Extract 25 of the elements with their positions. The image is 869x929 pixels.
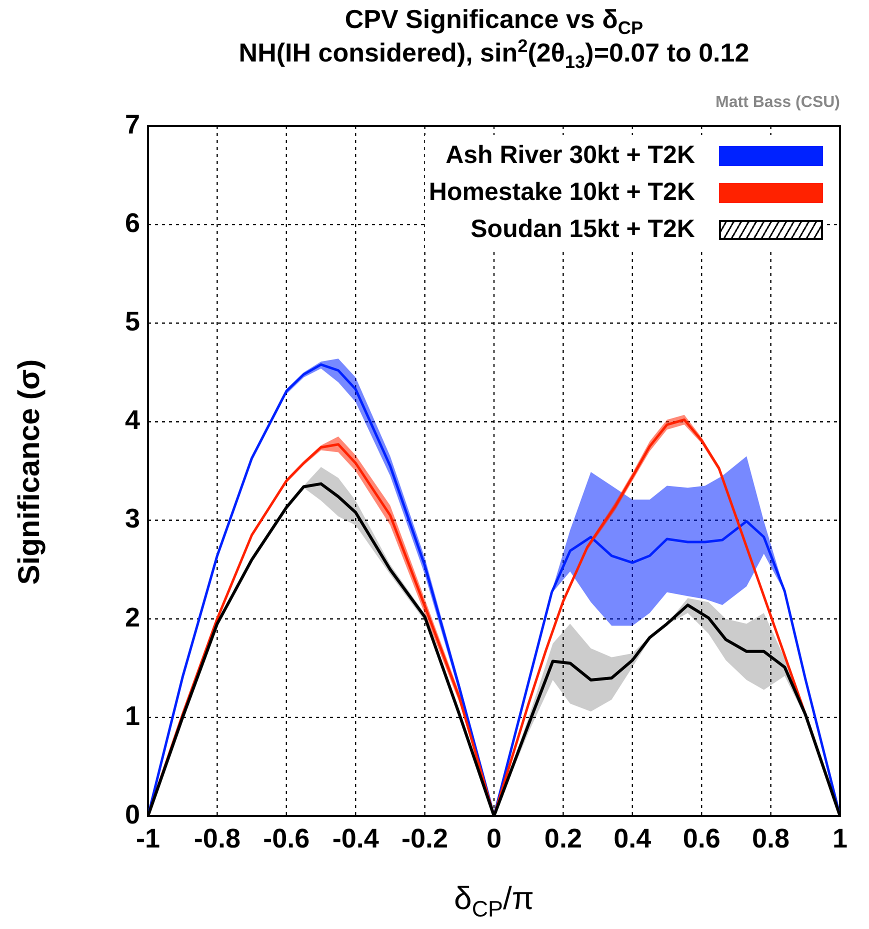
- x-tick-label: -0.4: [332, 824, 379, 854]
- y-tick-label: 2: [124, 602, 140, 632]
- x-tick-label: 0.4: [614, 824, 652, 854]
- x-tick-label: 0.6: [682, 824, 720, 854]
- x-tick-label: -0.2: [402, 824, 448, 854]
- legend-label: Homestake 10kt + T2K: [428, 178, 695, 207]
- legend-label: Soudan 15kt + T2K: [470, 215, 695, 244]
- x-tick-label: 0: [486, 824, 502, 854]
- x-tick-label: 0.2: [544, 824, 582, 854]
- chart-subtitle: NH(IH considered), sin$^{2}$(2θ$_{13}$)=0.07 to 0.12: [238, 36, 750, 73]
- legend-label: Ash River 30kt + T2K: [446, 141, 695, 170]
- x-tick-label: -0.8: [194, 824, 240, 854]
- y-tick-label: 4: [124, 405, 140, 436]
- y-axis-title: Significance (σ): [13, 358, 47, 587]
- x-tick-label: 1: [832, 824, 848, 854]
- x-tick-label: 0.8: [752, 824, 790, 854]
- x-tick-label: -0.6: [263, 824, 310, 854]
- y-tick-label: 6: [124, 208, 140, 238]
- y-tick-label: 5: [124, 306, 140, 337]
- x-axis-title: δ$_{CP}$/π: [453, 880, 535, 922]
- y-tick-label: 7: [124, 109, 140, 140]
- y-tick-label: 1: [124, 700, 140, 731]
- chart-title: CPV Significance vs δ$_{CP}$: [344, 4, 644, 38]
- y-tick-label: 3: [124, 504, 140, 534]
- text: Matt Bass (CSU): [716, 94, 840, 112]
